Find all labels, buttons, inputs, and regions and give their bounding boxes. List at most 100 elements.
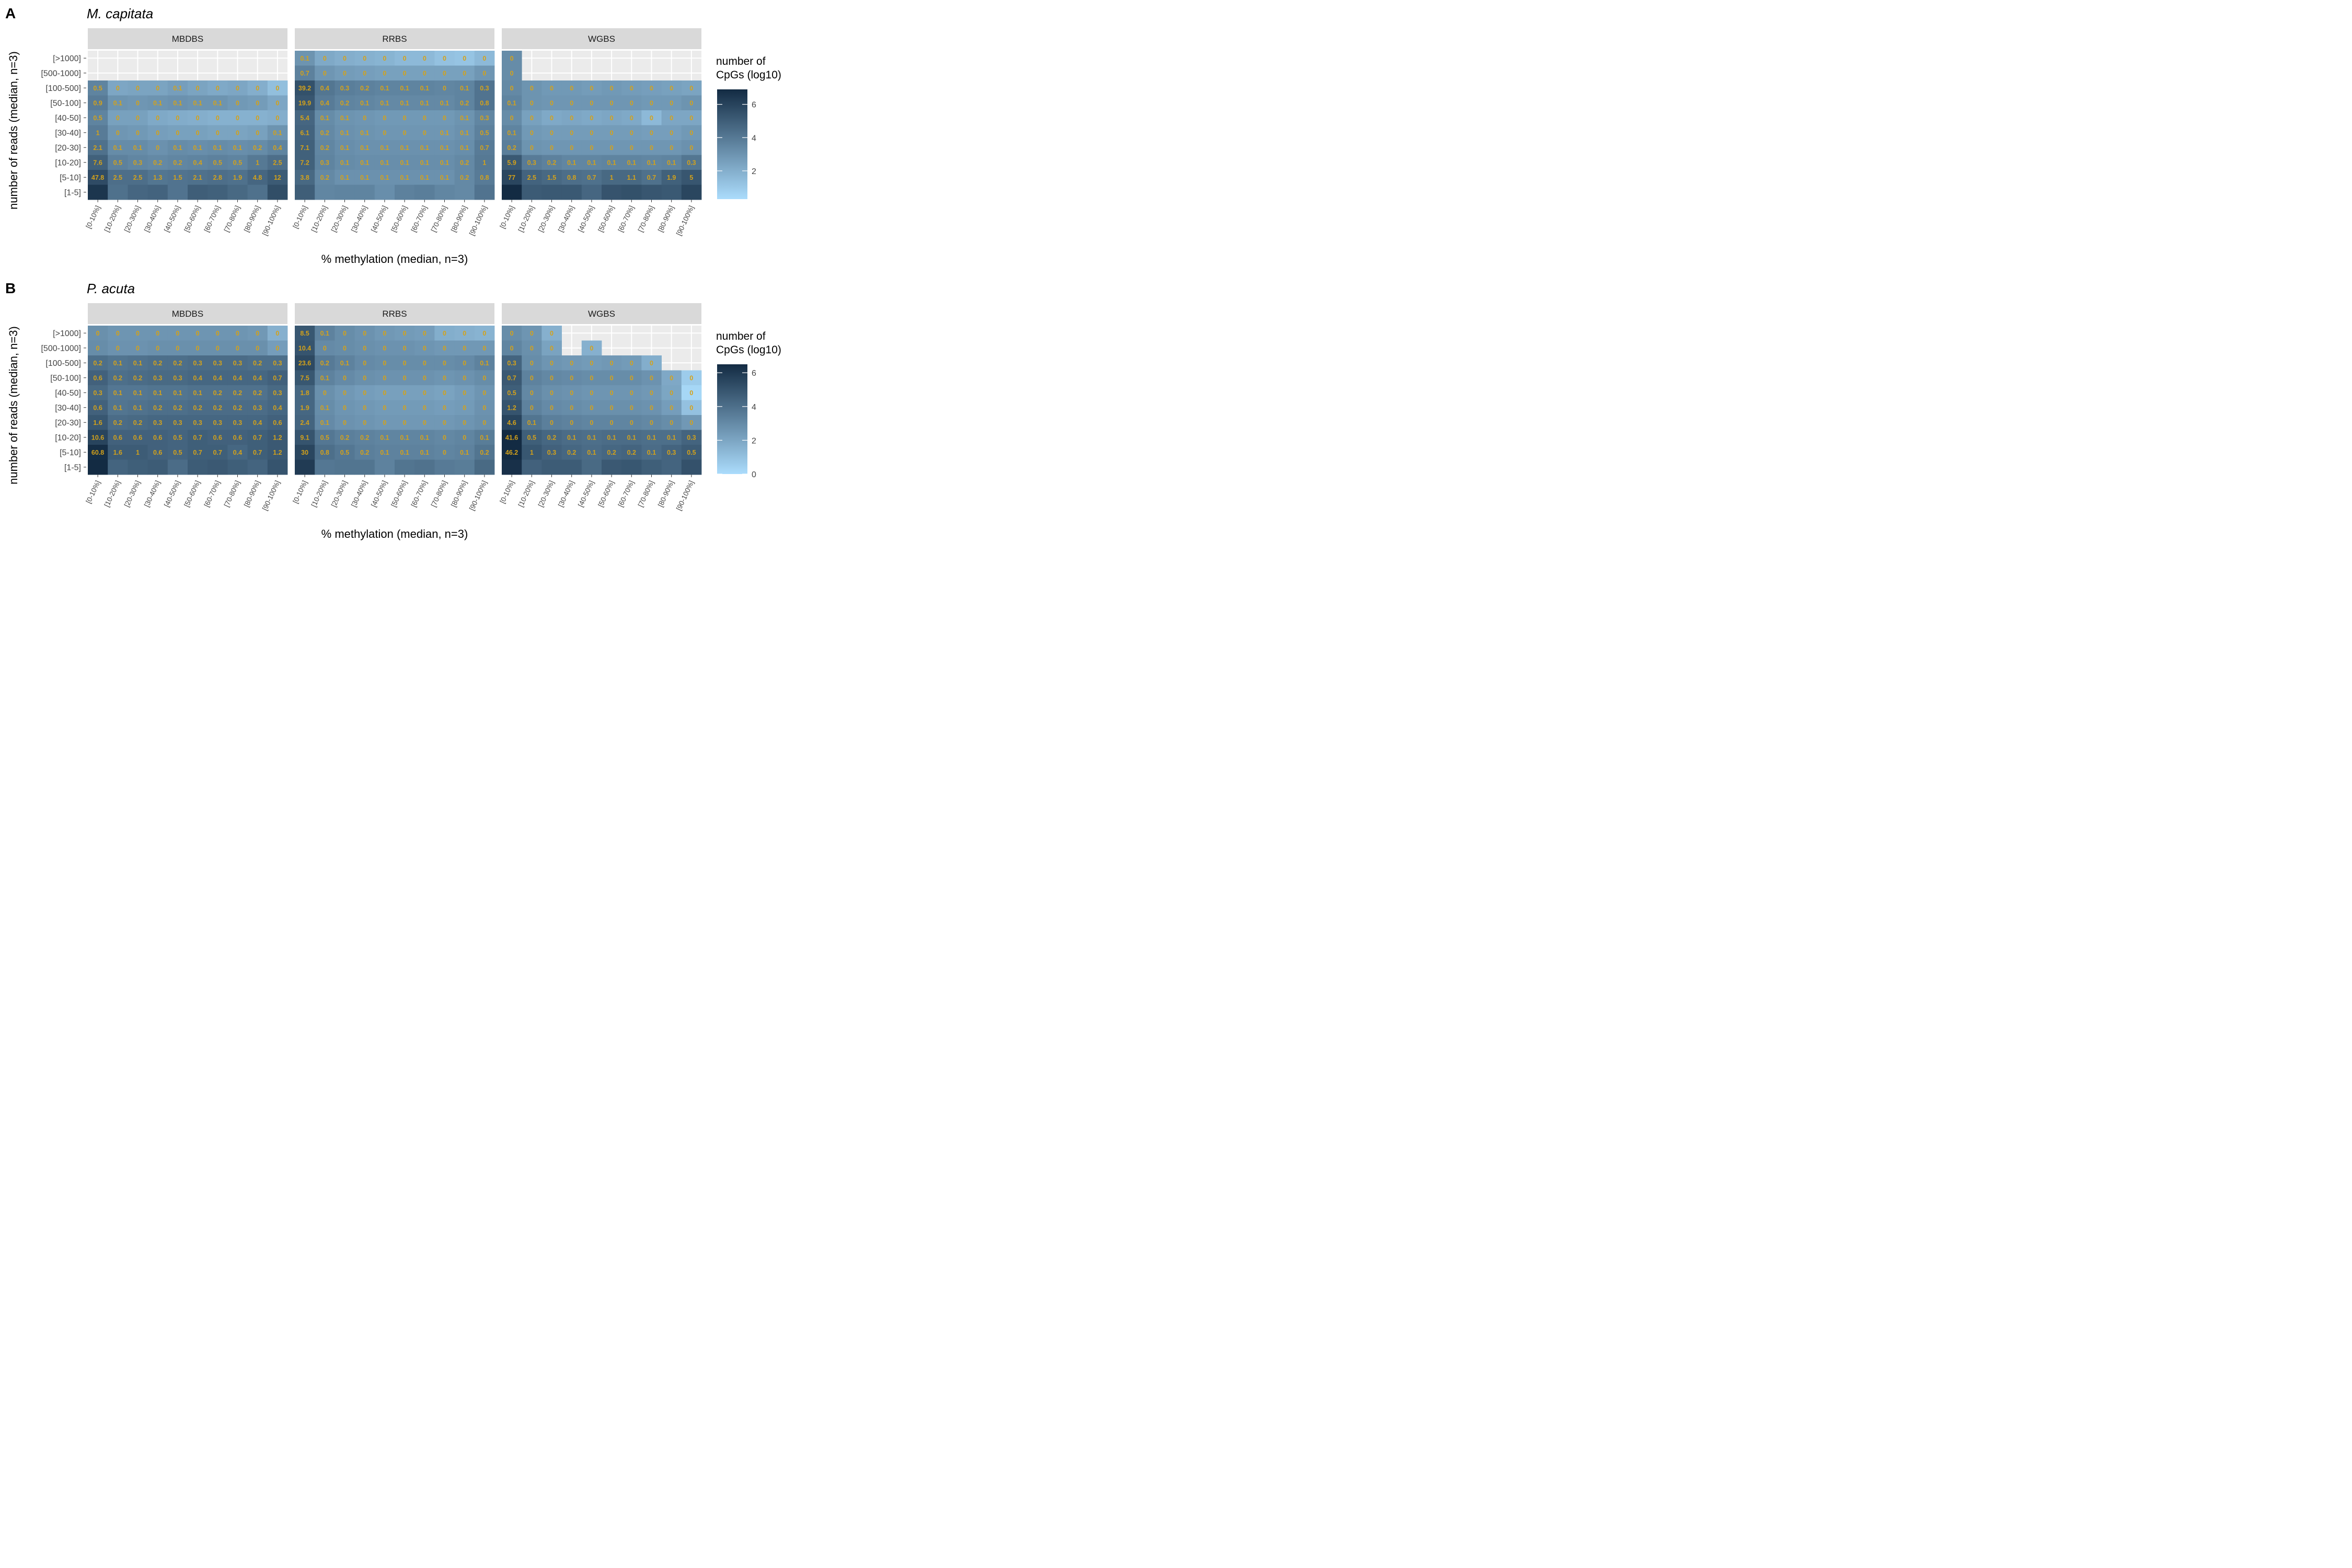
- heatmap-cell: [335, 430, 355, 445]
- heatmap-cell: [188, 415, 208, 430]
- cell-value-label: 0: [550, 144, 554, 152]
- cell-value-label: 0.1: [173, 389, 182, 397]
- cell-value-label: 0.2: [173, 404, 182, 411]
- heatmap-cell: [661, 140, 682, 155]
- x-tick-label: [10-20%]: [310, 204, 329, 233]
- cell-value-label: 0: [590, 360, 593, 367]
- cell-value-label: 0.1: [460, 114, 469, 122]
- heatmap-cell: [267, 430, 288, 445]
- heatmap-cell: [641, 110, 662, 125]
- cell-value-label: 2.8: [213, 174, 222, 181]
- cell-value-label: 0: [275, 99, 279, 107]
- cell-value-label: 0: [530, 144, 534, 152]
- facet-wgbs: WGBS 0 0 0 0 0 0 0 0.3 0 0 0 0 0 0 0 0.7 0 0 0 0 0 0 0 0 0 0.5 0 0 0 0…: [499, 303, 702, 512]
- heatmap-cell: [414, 326, 435, 341]
- heatmap-cell: [641, 430, 662, 445]
- cell-value-label: 0.7: [193, 434, 202, 441]
- heatmap-cell: [414, 95, 435, 111]
- heatmap-cell: [267, 459, 288, 475]
- y-tick-label: [100-500]: [45, 359, 81, 368]
- cell-value-label: 0.3: [527, 159, 536, 166]
- heatmap-cell: [414, 415, 435, 430]
- cell-value-label: 0.2: [213, 389, 222, 397]
- cell-value-label: 0: [236, 114, 239, 122]
- cell-value-label: 0.1: [340, 114, 349, 122]
- heatmap-cell: [267, 400, 288, 416]
- x-tick-label: [70-80%]: [637, 204, 655, 233]
- heatmap-cell: [128, 430, 148, 445]
- heatmap-cell: [541, 415, 562, 430]
- cell-value-label: 0.3: [340, 85, 349, 92]
- heatmap-cell: [227, 170, 248, 185]
- heatmap-cell: [561, 155, 582, 170]
- cell-value-label: 0.6: [153, 449, 162, 456]
- cell-value-label: 0: [630, 374, 633, 382]
- cell-value-label: 0.1: [647, 449, 656, 456]
- cell-value-label: 0: [689, 114, 693, 122]
- cell-value-label: 0.2: [360, 85, 369, 92]
- heatmap-cell: [88, 340, 108, 356]
- heatmap-cell: [434, 355, 455, 371]
- cell-value-label: 0: [689, 129, 693, 136]
- heatmap-cell: [541, 110, 562, 125]
- heatmap-cell: [395, 415, 415, 430]
- cell-value-label: 0: [343, 404, 347, 411]
- heatmap-cell: [661, 370, 682, 386]
- x-tick-label: [10-20%]: [103, 204, 122, 233]
- heatmap-cell: [315, 65, 335, 81]
- heatmap-cell: [354, 400, 375, 416]
- facet-strip: [88, 28, 287, 49]
- heatmap-cell: [561, 370, 582, 386]
- cell-value-label: 0: [610, 129, 614, 136]
- y-tick-label: [20-30]: [55, 144, 81, 153]
- cell-value-label: 0: [343, 374, 347, 382]
- cell-value-label: 0.5: [93, 85, 102, 92]
- heatmap-cell: [474, 125, 495, 141]
- heatmap-cell: [88, 430, 108, 445]
- cell-value-label: 0: [610, 374, 614, 382]
- legend-colorbar: [717, 364, 747, 474]
- facet-mbdbs: MBDBS 0.5 0 0 0 0.1 0 0 0 0 0 0.9 0.1 0 0.1 0.1 0.1 0.1 0 0…: [85, 28, 288, 237]
- heatmap-cell: [335, 415, 355, 430]
- heatmap-cell: [188, 370, 208, 386]
- cell-value-label: 0: [156, 330, 159, 337]
- cell-value-label: 0: [343, 330, 347, 337]
- cell-value-label: 0.1: [440, 174, 449, 181]
- heatmap-cell: [354, 459, 375, 475]
- cell-value-label: 0: [590, 129, 593, 136]
- heatmap-cell: [335, 459, 355, 475]
- cell-value-label: 0.2: [253, 360, 262, 367]
- heatmap-cell: [335, 125, 355, 141]
- cell-value-label: 0.2: [480, 449, 489, 456]
- cell-value-label: 0.1: [320, 374, 329, 382]
- heatmap-cell: [88, 110, 108, 125]
- heatmap-cell: [502, 459, 522, 475]
- heatmap-cell: [434, 326, 455, 341]
- heatmap-cell: [247, 155, 268, 170]
- cell-value-label: 0.2: [133, 374, 142, 382]
- heatmap-cell: [581, 80, 602, 96]
- heatmap-cell: [188, 445, 208, 460]
- heatmap-cell: [395, 459, 415, 475]
- heatmap-cell: [454, 340, 475, 356]
- heatmap-cell: [502, 110, 522, 125]
- heatmap-cell: [147, 385, 168, 400]
- heatmap-cell: [502, 95, 522, 111]
- x-tick-label: [30-40%]: [143, 479, 162, 508]
- cell-value-label: 0.4: [273, 404, 282, 411]
- legend-title-line1: number of: [716, 55, 766, 67]
- cell-value-label: 0: [650, 85, 653, 92]
- cell-value-label: 0: [323, 70, 327, 77]
- cell-value-label: 0.3: [233, 360, 242, 367]
- heatmap-cell: [354, 51, 375, 66]
- cell-value-label: 0: [363, 419, 366, 426]
- cell-value-label: 0.2: [133, 419, 142, 426]
- heatmap-cell: [502, 385, 522, 400]
- heatmap-cell: [267, 385, 288, 400]
- heatmap-cell: [502, 155, 522, 170]
- cell-value-label: 0: [650, 404, 653, 411]
- heatmap-cell: [641, 445, 662, 460]
- cell-value-label: 0: [630, 360, 633, 367]
- cell-value-label: 0: [343, 419, 347, 426]
- cell-value-label: 0: [136, 129, 140, 136]
